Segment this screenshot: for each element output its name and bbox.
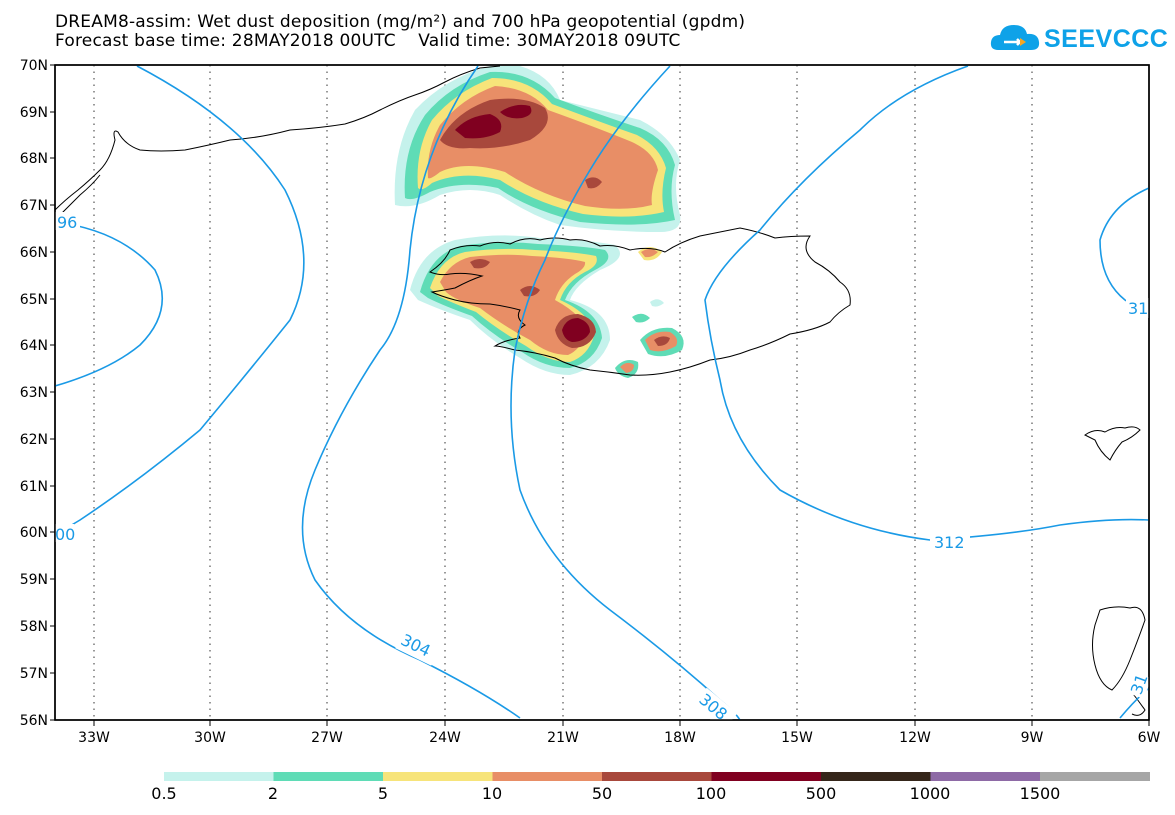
lat-label: 67N	[20, 198, 48, 214]
lon-label: 24W	[429, 730, 461, 746]
seevccc-logo: SEEVCCC	[990, 20, 1168, 60]
colorbar-label: 100	[695, 784, 727, 803]
colorbar-swatch	[492, 772, 603, 781]
lat-label: 56N	[20, 713, 48, 729]
logo-text: SEEVCCC	[1044, 25, 1169, 53]
lon-label: 6W	[1138, 730, 1161, 746]
colorbar-swatch	[711, 772, 822, 781]
lat-label: 66N	[20, 245, 48, 261]
lat-label: 65N	[20, 292, 48, 308]
colorbar-swatch	[383, 772, 493, 781]
lat-label: 64N	[20, 338, 48, 354]
contour-labels: 96 00 304 308 312 31 31	[55, 212, 1152, 720]
lat-label: 60N	[20, 525, 48, 541]
axis-ticks	[50, 64, 1150, 726]
forecast-times: Forecast base time: 28MAY2018 00UTC Vali…	[55, 31, 681, 51]
lon-label: 18W	[664, 730, 696, 746]
colorbar-label: 10	[481, 784, 503, 803]
colorbar-label: 1000	[909, 784, 951, 803]
colorbar-label: 50	[591, 784, 613, 803]
lat-label: 59N	[20, 572, 48, 588]
colorbar-swatch	[1040, 772, 1150, 781]
colorbar-label: 2	[267, 784, 279, 803]
contour-label: 312	[934, 533, 965, 552]
contour-label: 96	[57, 213, 77, 232]
coastlines	[55, 65, 1146, 716]
contour-label: 31	[1128, 299, 1148, 318]
lat-label: 57N	[20, 666, 48, 682]
colorbar-swatch	[602, 772, 712, 781]
lon-label: 33W	[78, 730, 110, 746]
lon-label: 15W	[781, 730, 813, 746]
colorbar-label: 5	[377, 784, 389, 803]
map-title: DREAM8-assim: Wet dust deposition (mg/m²…	[55, 12, 746, 32]
contour-label: 31	[1127, 671, 1152, 697]
lat-label: 63N	[20, 385, 48, 401]
lat-label: 61N	[20, 479, 48, 495]
colorbar-swatch	[164, 772, 274, 781]
lon-label: 9W	[1021, 730, 1044, 746]
lat-label: 58N	[20, 619, 48, 635]
colorbar-label: 500	[805, 784, 837, 803]
lon-label: 30W	[194, 730, 226, 746]
cloud-logo-icon	[990, 25, 1040, 50]
colorbar-swatch	[273, 772, 384, 781]
geopotential-contours	[55, 65, 1149, 720]
lon-label: 12W	[899, 730, 931, 746]
lon-labels: 33W 30W 27W 24W 21W 18W 15W 12W 9W 6W	[78, 730, 1160, 746]
lat-labels: 70N 69N 68N 67N 66N 65N 64N 63N 62N 61N …	[20, 58, 48, 729]
colorbar-swatch	[930, 772, 1041, 781]
colorbar-label: 0.5	[151, 784, 177, 803]
lat-label: 68N	[20, 151, 48, 167]
lon-label: 21W	[547, 730, 579, 746]
lat-label: 69N	[20, 105, 48, 121]
lon-label: 27W	[311, 730, 343, 746]
colorbar-label: 1500	[1019, 784, 1061, 803]
contour-label: 00	[55, 525, 75, 544]
colorbar	[164, 772, 1150, 781]
lat-label: 70N	[20, 58, 48, 74]
dust-deposition-field	[394, 66, 684, 378]
colorbar-swatch	[821, 772, 931, 781]
lat-label: 62N	[20, 432, 48, 448]
